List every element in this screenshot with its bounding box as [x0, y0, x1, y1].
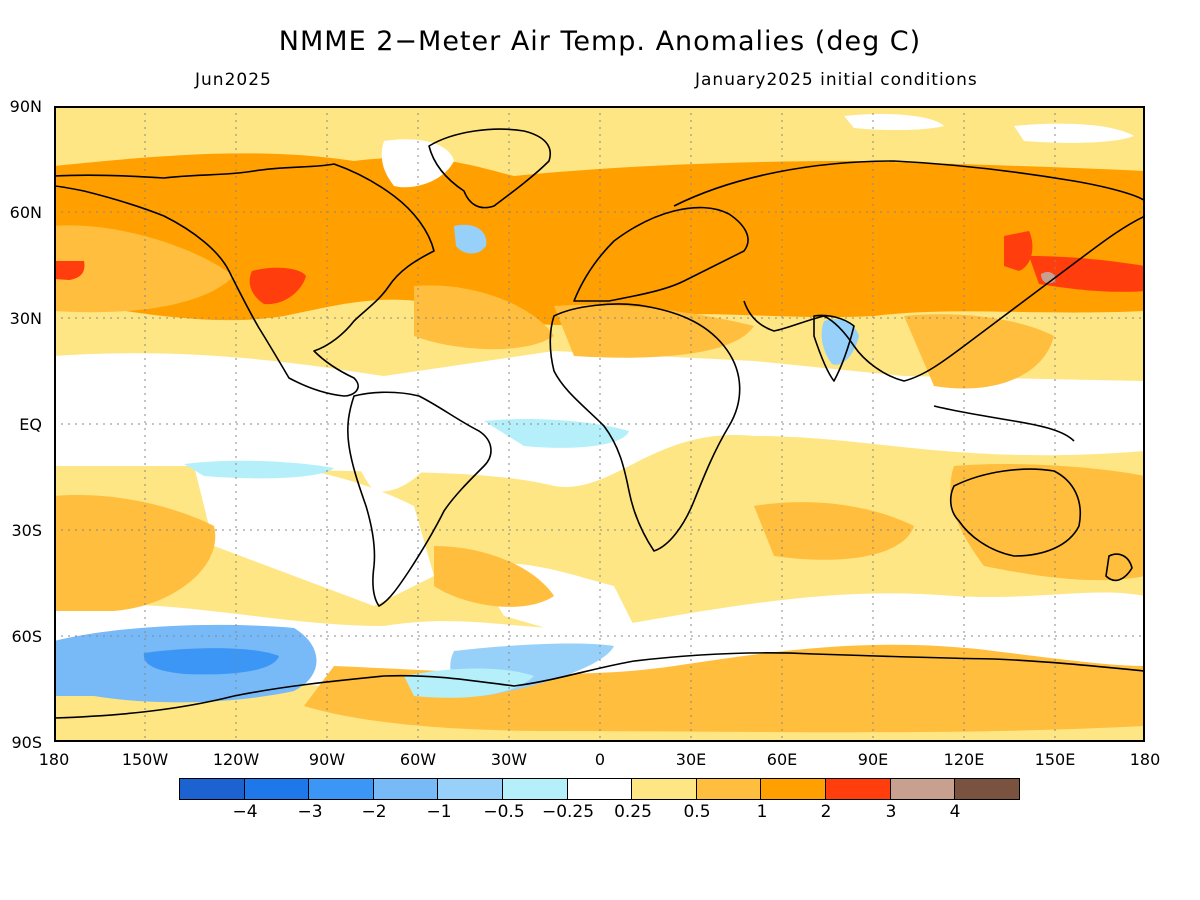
lon-label-150w: 150W: [121, 750, 169, 769]
tropical-pacific-cyan: [184, 460, 334, 479]
legend-label: 2: [820, 802, 832, 822]
legend-swatch-13: [954, 778, 1020, 800]
lon-label-90e: 90E: [857, 750, 889, 769]
lon-label-30e: 30E: [675, 750, 707, 769]
legend-label: 4: [949, 802, 961, 822]
india-cold: [821, 319, 859, 365]
lon-label-180e: 180: [1129, 750, 1161, 769]
lat-label-60n: 60N: [9, 203, 42, 222]
legend-label: 1: [756, 802, 768, 822]
legend-swatch-1: [179, 778, 245, 800]
northeast-asia-hotspot-1: [1004, 231, 1033, 271]
tropical-neutral-band: [54, 351, 1145, 487]
lat-label-60s: 60S: [11, 627, 42, 646]
legend-label: 0.25: [614, 802, 652, 822]
lat-label-90s: 90S: [11, 733, 42, 752]
south-america-neutral: [352, 412, 444, 492]
initial-conditions: January2025 initial conditions: [695, 70, 978, 90]
greenland-coast: [428, 128, 551, 209]
legend-label: 3: [885, 802, 897, 822]
lat-label-eq: EQ: [19, 415, 42, 434]
indian-ocean-warm: [754, 502, 914, 560]
lon-label-60w: 60W: [399, 750, 437, 769]
weddell-sea-cyan: [404, 668, 534, 698]
legend-swatch-3: [308, 778, 374, 800]
lon-label-120w: 120W: [212, 750, 260, 769]
anomaly-map: [54, 106, 1145, 742]
legend-swatch-9: [695, 778, 762, 800]
legend-swatch-8: [631, 778, 697, 800]
europe-coast: [573, 206, 749, 302]
south-atlantic-warm: [434, 546, 554, 607]
antarctica-coast: [54, 652, 1145, 719]
western-us-hotspot: [249, 267, 306, 305]
graticule: [54, 106, 1145, 742]
legend-label: −0.5: [483, 802, 525, 822]
legend-label: −0.25: [541, 802, 595, 822]
coastlines: [54, 128, 1145, 719]
legend-label: −3: [297, 802, 323, 822]
south-pacific-warm: [54, 495, 216, 611]
new-zealand-coast: [1105, 553, 1133, 582]
lon-label-30w: 30W: [490, 750, 528, 769]
antarctic-warm: [304, 644, 1145, 733]
color-legend: [179, 778, 1020, 800]
australia-coast: [949, 468, 1081, 557]
east-asia-warm: [904, 314, 1054, 389]
atlantic-light-orange: [414, 285, 554, 350]
south-pacific-cold-inner: [143, 648, 279, 675]
legend-label: −1: [426, 802, 452, 822]
lat-label-90n: 90N: [9, 97, 42, 116]
northeast-asia-hotspot-2: [1029, 256, 1145, 292]
lon-label-60e: 60E: [766, 750, 798, 769]
map-title: NMME 2−Meter Air Temp. Anomalies (deg C): [278, 26, 922, 57]
south-america-coast: [347, 391, 492, 607]
lon-label-150e: 150E: [1034, 750, 1076, 769]
north-america-coast: [54, 163, 435, 397]
legend-swatch-10: [760, 778, 827, 800]
legend-swatch-4: [372, 778, 439, 800]
forecast-month: Jun2025: [195, 70, 272, 90]
lon-label-0: 0: [594, 750, 606, 769]
asia-coast: [673, 160, 1145, 382]
lon-label-90w: 90W: [308, 750, 346, 769]
legend-swatch-5: [437, 778, 504, 800]
legend-swatch-2: [243, 778, 310, 800]
lat-label-30n: 30N: [9, 309, 42, 328]
north-atlantic-cold: [454, 224, 487, 254]
arctic-neutral-2: [844, 114, 944, 131]
legend-label: 0.5: [683, 802, 711, 822]
tropical-atlantic-cyan: [484, 419, 629, 448]
north-pacific-hotspot: [54, 261, 85, 280]
legend-label: −4: [232, 802, 258, 822]
legend-swatch-6: [502, 778, 568, 800]
legend-label: −2: [361, 802, 387, 822]
legend-swatch-7: [566, 778, 633, 800]
legend-swatch-12: [889, 778, 956, 800]
africa-coast: [549, 303, 741, 552]
north-africa-warm: [554, 304, 754, 358]
india-coast: [813, 314, 855, 382]
lon-label-120e: 120E: [943, 750, 985, 769]
lat-label-30s: 30S: [11, 521, 42, 540]
north-pacific-warm: [54, 225, 234, 313]
legend-swatch-11: [825, 778, 891, 800]
lon-label-180w: 180: [38, 750, 70, 769]
map-frame: [54, 106, 1145, 742]
indonesia-coast: [933, 405, 1075, 442]
arctic-neutral-1: [1014, 123, 1134, 143]
